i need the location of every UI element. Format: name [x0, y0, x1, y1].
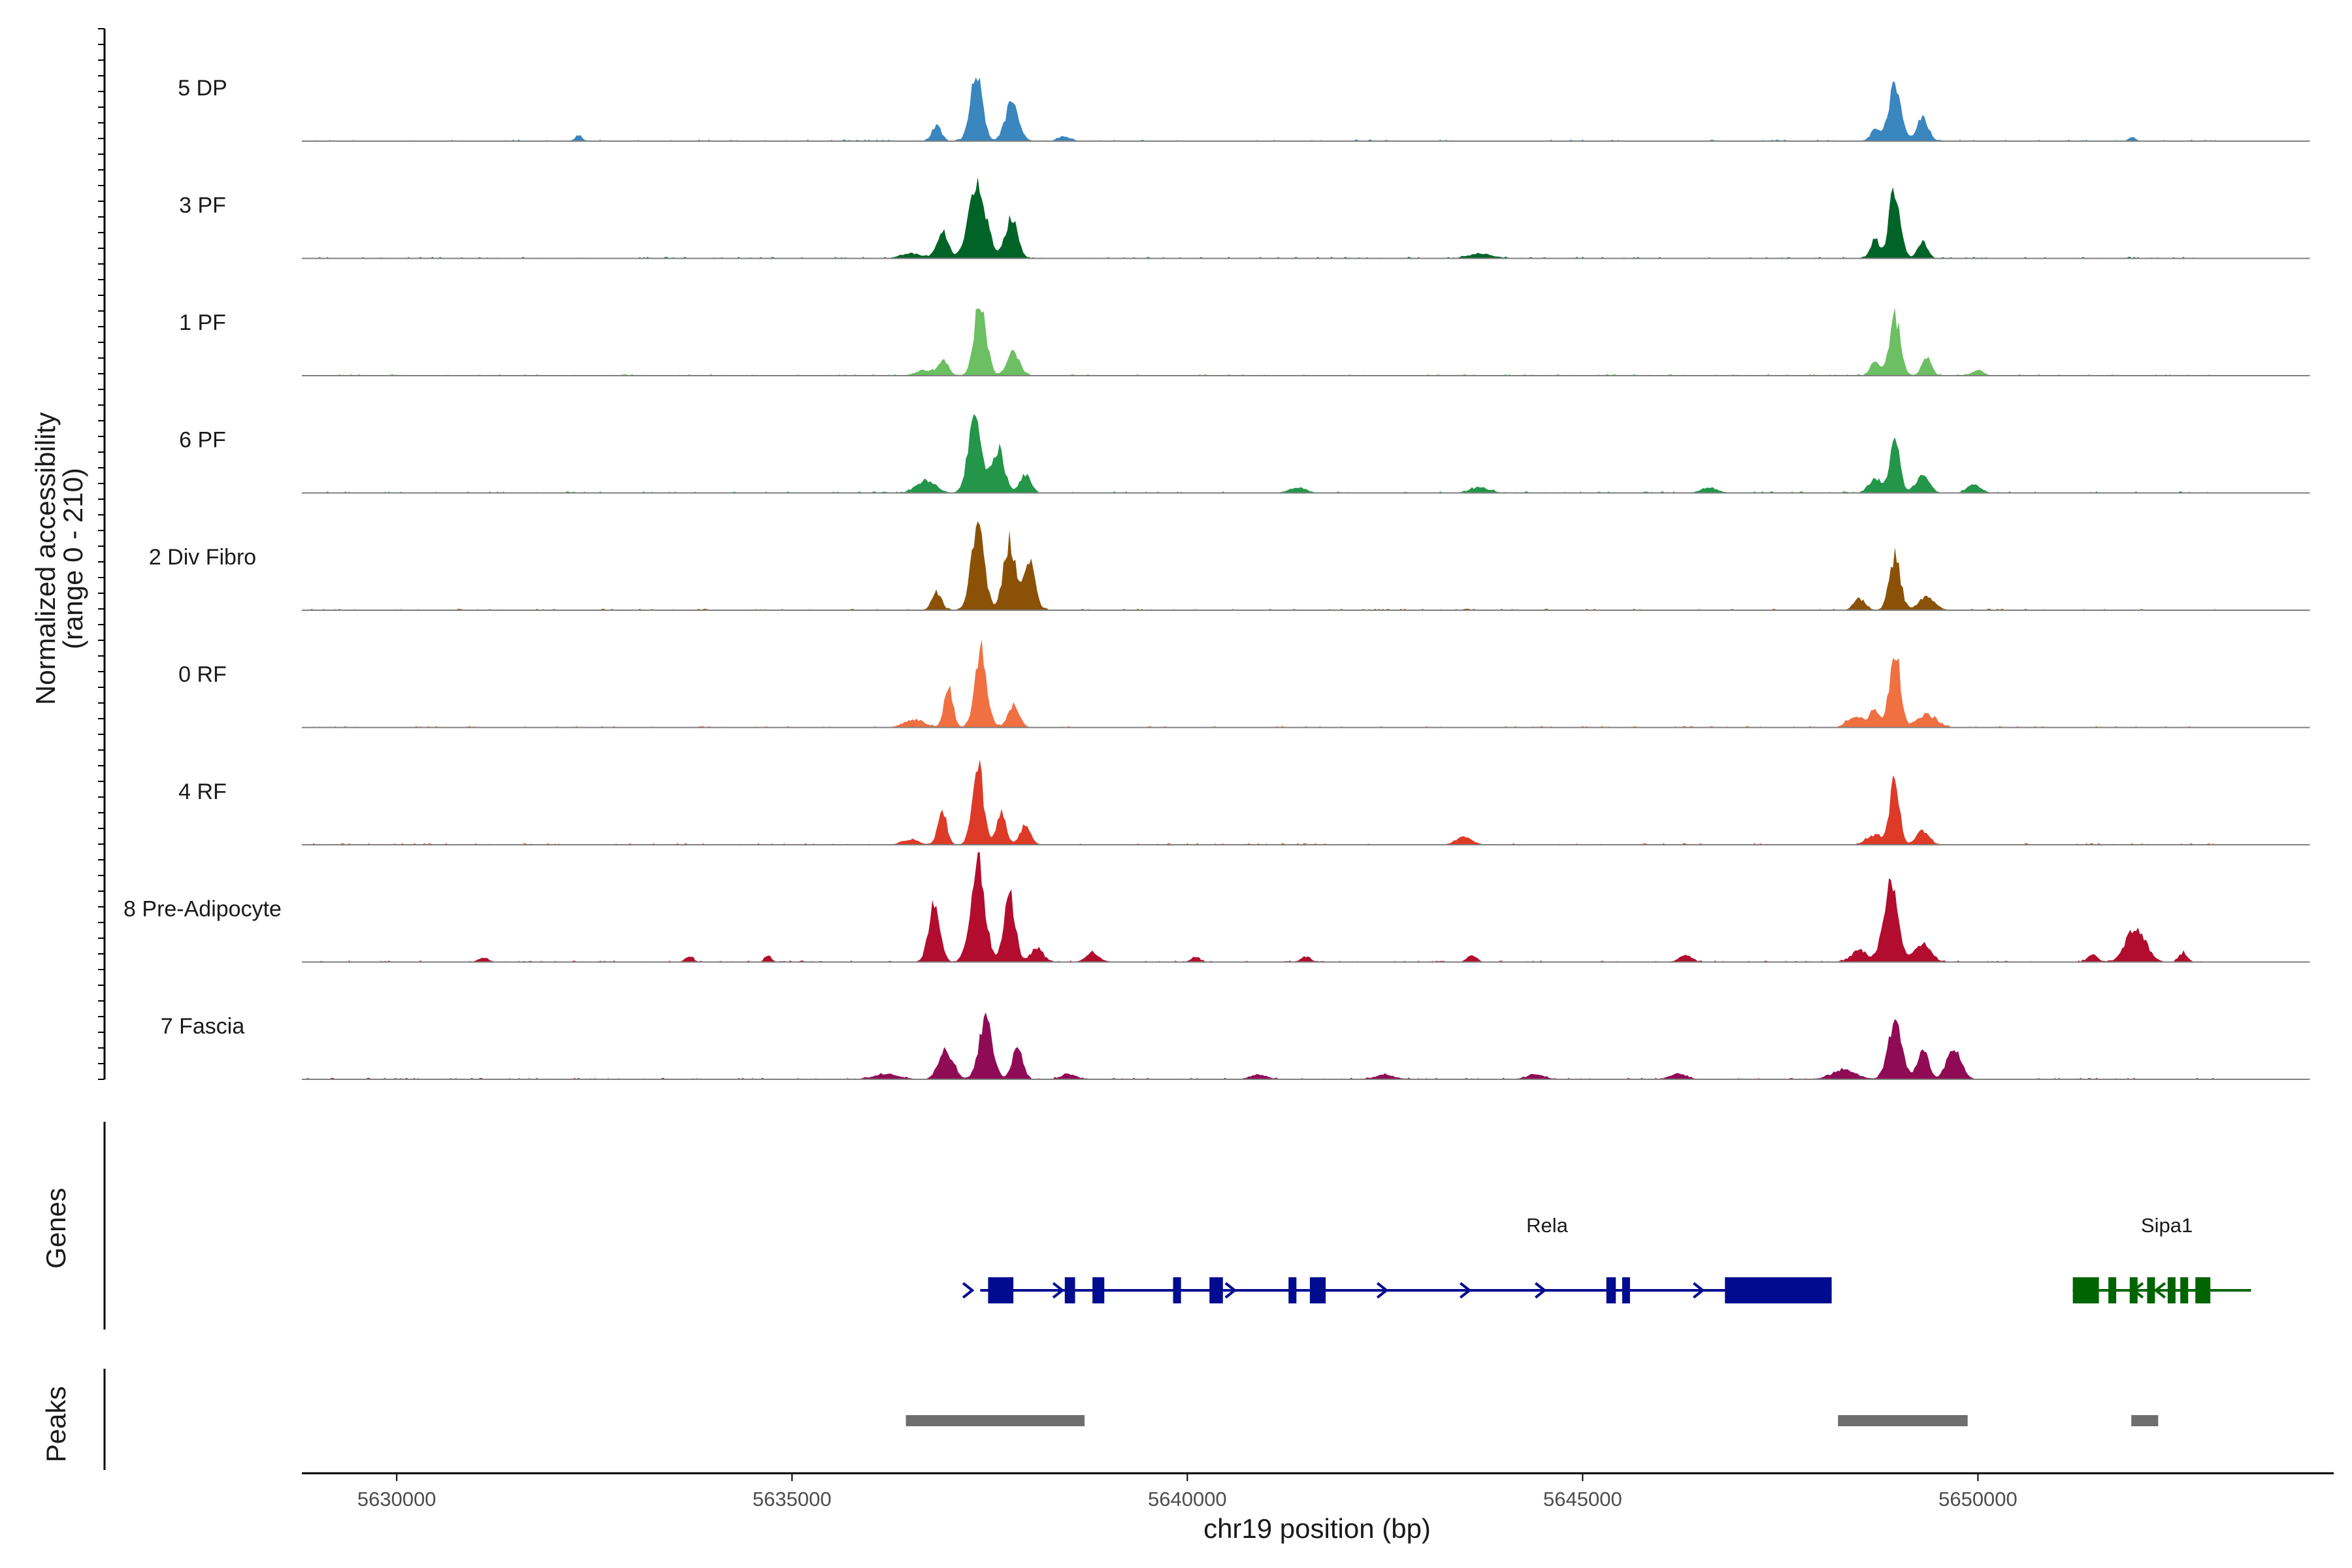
gene-rela: Rela	[962, 1214, 1832, 1303]
coverage-area	[302, 414, 2215, 493]
gene-exon	[2195, 1277, 2211, 1303]
gene-exon	[1173, 1277, 1181, 1303]
track-label: 1 PF	[179, 310, 226, 335]
track-label: 0 RF	[178, 662, 227, 687]
track-7-fascia: 7 Fascia	[161, 1012, 2310, 1080]
coverage-area	[302, 308, 2215, 376]
gene-name-label: Rela	[1526, 1214, 1569, 1237]
track-1-pf: 1 PF	[179, 308, 2310, 376]
coverage-area	[302, 177, 2215, 259]
coverage-area	[302, 77, 2215, 141]
coverage-area	[302, 1012, 2215, 1079]
track-label: 2 Div Fibro	[149, 545, 256, 570]
strand-arrow	[1052, 1282, 1065, 1299]
gene-exon	[1092, 1277, 1105, 1303]
peak-region	[906, 1415, 1085, 1426]
x-axis-title: chr19 position (bp)	[1203, 1513, 1431, 1544]
strand-arrow	[2153, 1282, 2166, 1299]
y-axis-range-label: (range 0 - 210)	[57, 468, 88, 649]
strand-arrow	[2131, 1282, 2144, 1299]
track-6-pf: 6 PF	[179, 414, 2310, 494]
peaks-track-label: Peaks	[41, 1386, 71, 1463]
coverage-area	[302, 852, 2215, 962]
track-label: 3 PF	[179, 193, 226, 218]
track-3-pf: 3 PF	[179, 177, 2310, 259]
y-axis-title: Normalized accessibility	[30, 412, 61, 705]
x-tick-label: 5635000	[753, 1488, 832, 1511]
strand-arrow	[1460, 1282, 1472, 1299]
track-0-rf: 0 RF	[178, 639, 2310, 728]
gene-sipa1: Sipa1	[2072, 1214, 2251, 1303]
peak-region	[1838, 1415, 1968, 1426]
track-label: 8 Pre-Adipocyte	[123, 897, 282, 922]
coverage-area	[302, 639, 2215, 728]
strand-arrow	[1693, 1282, 1705, 1299]
strand-arrow	[1535, 1282, 1547, 1299]
track-label: 4 RF	[178, 779, 227, 804]
gene-models: Rela Sipa1	[962, 1214, 2251, 1303]
track-label: 7 Fascia	[161, 1014, 245, 1039]
coverage-y-ticks	[98, 28, 105, 1080]
gene-exon	[1725, 1277, 1832, 1303]
gene-exon	[1606, 1277, 1616, 1303]
track-8-pre-adipocyte: 8 Pre-Adipocyte	[123, 852, 2310, 963]
track-4-rf: 4 RF	[178, 759, 2310, 845]
gene-exon	[2072, 1277, 2099, 1303]
gene-exon	[2147, 1277, 2155, 1303]
peak-regions	[906, 1415, 2159, 1426]
gene-exon	[1309, 1277, 1326, 1303]
x-tick-label: 5645000	[1543, 1488, 1622, 1511]
gene-exon	[2180, 1277, 2189, 1303]
x-tick-label: 5650000	[1938, 1488, 2017, 1511]
x-tick-label: 5630000	[357, 1488, 436, 1511]
x-tick-label: 5640000	[1148, 1488, 1227, 1511]
track-2-div-fibro: 2 Div Fibro	[149, 521, 2310, 611]
gene-exon	[1064, 1277, 1075, 1303]
strand-arrow	[1376, 1282, 1389, 1299]
coverage-area	[302, 521, 2215, 610]
strand-arrow	[1224, 1282, 1237, 1299]
gene-exon	[1209, 1277, 1223, 1303]
gene-exon	[1622, 1277, 1630, 1303]
track-5-dp: 5 DP	[178, 76, 2310, 142]
gene-name-label: Sipa1	[2141, 1214, 2193, 1237]
genes-track-label: Genes	[41, 1188, 71, 1269]
gene-exon	[1288, 1277, 1297, 1303]
strand-arrow	[962, 1282, 975, 1299]
coverage-area	[302, 759, 2215, 845]
coverage-tracks: 5 DP 3 PF 1 PF 6 PF 2 Div Fibro 0 RF 4 RF 8 Pre…	[123, 76, 2310, 1080]
track-label: 6 PF	[179, 428, 226, 453]
gene-exon	[2167, 1277, 2176, 1303]
gene-exon	[2108, 1277, 2117, 1303]
gene-exon	[988, 1277, 1014, 1303]
x-axis-ticks: 5630000 5635000 5640000 5645000 5650000	[357, 1473, 2017, 1511]
peak-region	[2131, 1415, 2159, 1426]
track-label: 5 DP	[178, 76, 227, 101]
